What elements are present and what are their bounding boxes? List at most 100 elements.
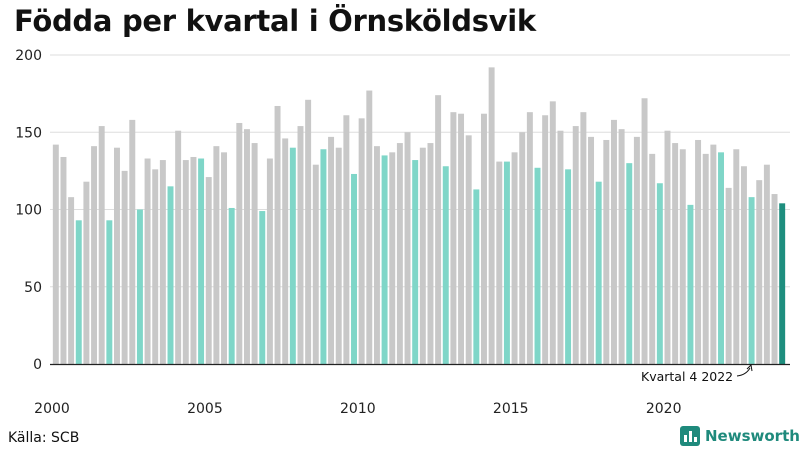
bar [427, 143, 434, 364]
y-tick-label: 50 [24, 280, 42, 296]
bar [603, 139, 610, 364]
bar [121, 170, 128, 365]
bar [458, 113, 465, 365]
bar [83, 181, 90, 364]
bar [320, 149, 327, 364]
bar [633, 136, 640, 364]
bar [572, 126, 579, 364]
bar [718, 152, 724, 364]
bar [266, 158, 273, 364]
bar [519, 132, 526, 364]
y-tick-label: 0 [33, 357, 42, 373]
bar [756, 180, 763, 364]
bar [656, 183, 663, 364]
bar [182, 160, 189, 364]
bar [565, 169, 572, 364]
y-tick-label: 150 [15, 125, 42, 141]
bar [328, 136, 335, 364]
bar [236, 122, 243, 364]
bar [503, 161, 510, 364]
bar [412, 160, 419, 364]
bar [740, 166, 747, 364]
bar [549, 101, 556, 364]
bar [152, 169, 159, 364]
bar [672, 143, 679, 364]
bar [481, 113, 487, 365]
x-tick-label: 2020 [646, 401, 682, 417]
bar [381, 155, 388, 364]
bar [389, 152, 396, 364]
annotation-arrowhead [746, 363, 753, 372]
bar [136, 209, 143, 364]
bar [695, 139, 702, 364]
bar [771, 194, 778, 364]
x-tick-label: 2015 [493, 401, 529, 417]
bar [159, 160, 166, 364]
x-tick-label: 2000 [34, 401, 70, 417]
bar [243, 129, 250, 364]
source-label: Källa: SCB [8, 430, 80, 446]
bar [289, 147, 296, 364]
bar [312, 164, 319, 364]
bar [144, 158, 151, 364]
bar [373, 146, 380, 364]
bar [511, 152, 518, 364]
bar [91, 146, 98, 364]
bar [175, 130, 182, 364]
bar [190, 156, 197, 364]
bar [557, 130, 564, 364]
bar [228, 207, 235, 364]
bar [114, 147, 120, 364]
bar [75, 220, 82, 364]
annotation-label: Kvartal 4 2022 [641, 369, 733, 384]
bar [251, 143, 258, 364]
annotation: Kvartal 4 2022 [641, 363, 753, 384]
bar [610, 119, 617, 364]
bar [588, 136, 595, 364]
bar [534, 167, 541, 364]
bar [274, 105, 281, 365]
bar [465, 135, 472, 364]
bar [496, 161, 503, 364]
bar [205, 177, 212, 364]
bar [297, 126, 304, 364]
bar [526, 112, 533, 364]
bar [580, 112, 587, 364]
bar [60, 156, 67, 364]
bar [733, 149, 740, 364]
bar [595, 181, 602, 364]
y-tick-label: 100 [15, 203, 42, 219]
bar-series [52, 67, 786, 365]
bar [366, 90, 373, 364]
bar [129, 119, 136, 364]
bar [626, 163, 633, 364]
bar [98, 126, 105, 364]
axes: 2000 2005 2010 2015 2020 [34, 363, 790, 417]
bar [435, 95, 442, 365]
bar [442, 166, 449, 364]
bar [664, 130, 671, 364]
bar [488, 67, 495, 365]
bar [725, 187, 732, 364]
bar [167, 186, 174, 364]
bar [282, 138, 289, 364]
bar [618, 129, 625, 364]
bar-chart-icon [680, 426, 700, 446]
bar [396, 143, 403, 364]
brand-name: Newsworthy [705, 427, 800, 445]
bar [259, 211, 266, 364]
bar [335, 147, 342, 364]
bar [343, 115, 350, 364]
annotation-arrow [736, 367, 751, 377]
bar [763, 164, 770, 364]
bar [106, 220, 113, 364]
bar [450, 112, 457, 364]
y-tick-label: 200 [15, 48, 42, 64]
bar [748, 197, 755, 364]
bar [351, 173, 357, 364]
bar [641, 98, 648, 364]
bar [702, 153, 709, 364]
bar [52, 144, 59, 364]
bar [305, 99, 312, 364]
